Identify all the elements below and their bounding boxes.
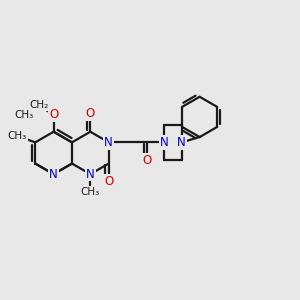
Text: CH₃: CH₃ bbox=[14, 110, 34, 120]
Text: O: O bbox=[86, 107, 95, 120]
Text: N: N bbox=[49, 168, 58, 181]
Text: N: N bbox=[86, 168, 95, 181]
Text: CH₃: CH₃ bbox=[8, 131, 27, 141]
Text: N: N bbox=[104, 136, 113, 149]
Text: O: O bbox=[104, 175, 113, 188]
Text: N: N bbox=[177, 136, 186, 149]
Text: O: O bbox=[49, 108, 58, 121]
Text: O: O bbox=[142, 154, 152, 167]
Text: CH₂: CH₂ bbox=[29, 100, 48, 110]
Text: CH₃: CH₃ bbox=[81, 187, 100, 197]
Text: N: N bbox=[160, 136, 169, 149]
